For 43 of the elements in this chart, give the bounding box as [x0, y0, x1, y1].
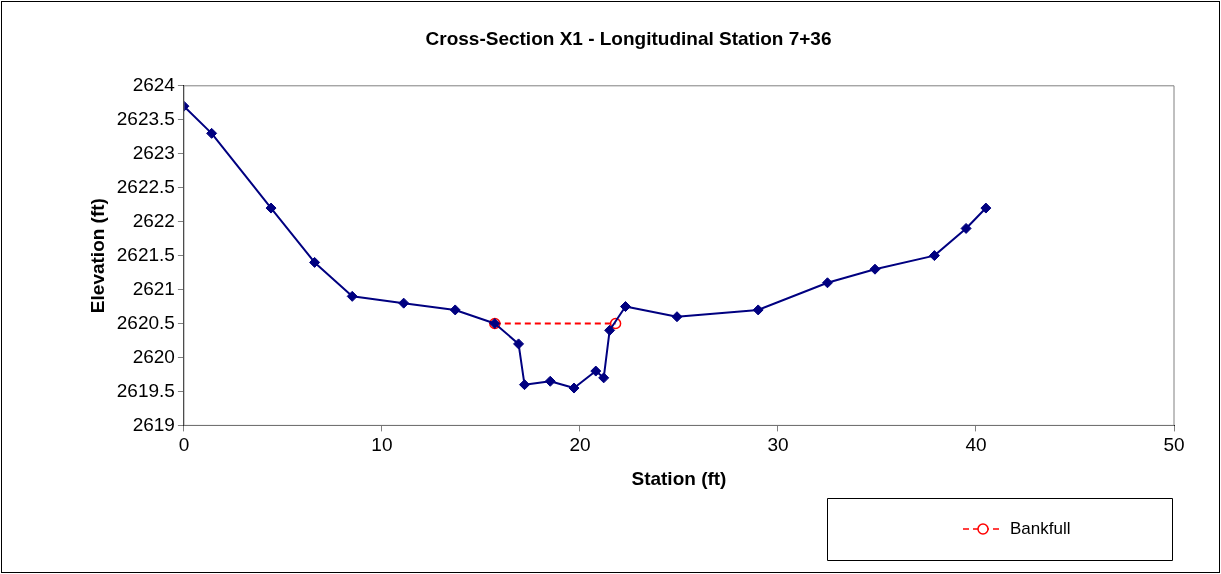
point [671, 311, 683, 323]
point [519, 379, 530, 391]
point [821, 277, 833, 289]
point [752, 304, 764, 316]
point [398, 297, 410, 309]
point [513, 338, 525, 350]
point [544, 375, 556, 387]
y-tick-label: 2621.5 [116, 243, 175, 265]
x-axis-title: Station (ft) [631, 467, 727, 489]
y-tick-label: 2623 [132, 141, 175, 163]
y-tick-label: 2619 [132, 413, 175, 435]
point [598, 372, 610, 384]
y-tick-label: 2624 [132, 74, 176, 96]
point [869, 263, 881, 275]
y-tick-label: 2621 [132, 277, 175, 299]
point [609, 317, 622, 330]
x-tick-label: 40 [965, 434, 987, 456]
x-tick-label: 30 [767, 434, 789, 456]
point [960, 222, 972, 234]
point [980, 202, 992, 214]
chart-title: Cross-Section X1 - Longitudinal Station 7+36 [425, 27, 832, 49]
legend-label: Bankfull [1010, 518, 1071, 538]
point [604, 324, 616, 336]
x-tick-label: 20 [569, 434, 591, 456]
point [619, 301, 631, 313]
point [590, 365, 602, 377]
y-tick-label: 2622.5 [116, 175, 175, 197]
x-tick-label: 50 [1163, 434, 1185, 456]
y-tick-label: 2622 [132, 209, 175, 231]
y-tick-label: 2620.5 [116, 311, 175, 333]
x-tick-label: 0 [178, 434, 190, 456]
point [265, 202, 277, 214]
point [928, 250, 940, 262]
y-tick-label: 2620 [132, 345, 175, 367]
point [206, 127, 218, 139]
y-tick-label: 2623.5 [116, 107, 175, 129]
x-tick-label: 10 [371, 434, 393, 456]
y-tick-label: 2619.5 [116, 379, 175, 401]
point [449, 304, 461, 316]
point [568, 382, 580, 394]
point [346, 290, 358, 302]
point [309, 256, 321, 268]
y-axis-title: Elevation (ft) [86, 198, 108, 314]
